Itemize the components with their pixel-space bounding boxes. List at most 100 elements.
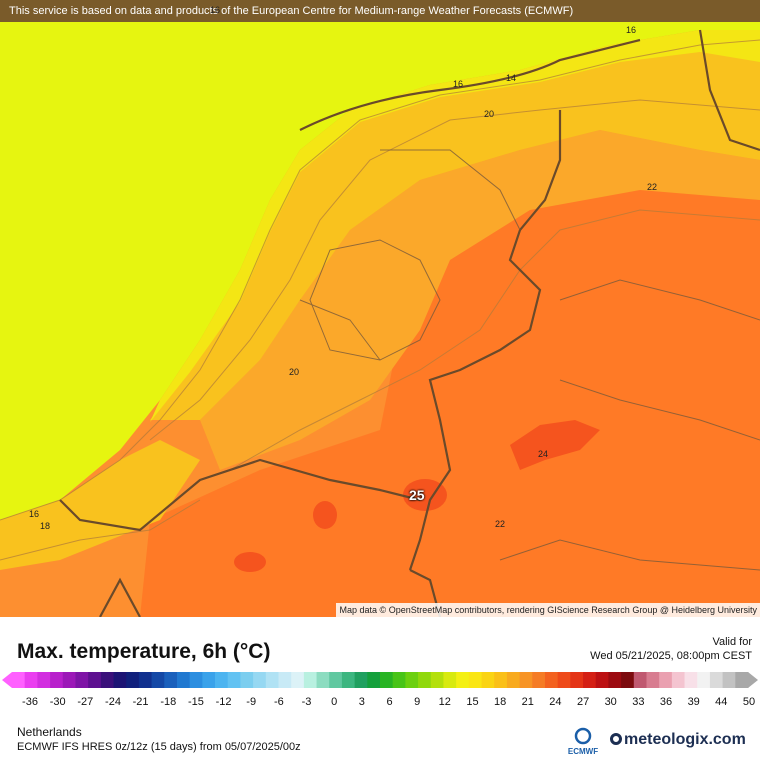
valid-time: Wed 05/21/2025, 08:00pm CEST <box>590 650 752 662</box>
legend-swatch <box>12 672 26 688</box>
legend-tick-label: 3 <box>358 696 365 708</box>
legend-tick-label: 24 <box>549 696 562 708</box>
legend-tick-label: -3 <box>301 696 312 708</box>
legend-swatch <box>113 672 127 688</box>
contour-label: 16 <box>453 79 464 89</box>
legend-swatch <box>621 672 635 688</box>
legend-swatch <box>532 672 546 688</box>
legend-tick-label: 6 <box>386 696 393 708</box>
ecmwf-logo[interactable]: ECMWF <box>560 727 606 757</box>
map-attribution[interactable]: Map data © OpenStreetMap contributors, r… <box>335 603 760 617</box>
legend-swatch <box>240 672 254 688</box>
legend-swatch <box>481 672 495 688</box>
legend-tick-label: -18 <box>160 696 177 708</box>
legend-swatch <box>37 672 51 688</box>
contour-label: 16 <box>210 5 221 15</box>
contour-label: 20 <box>289 367 300 377</box>
legend-swatch <box>329 672 343 688</box>
color-scale-legend <box>2 672 758 688</box>
valid-for-label: Valid for <box>712 636 752 648</box>
legend-swatch <box>126 672 140 688</box>
legend-tick-label: -24 <box>105 696 121 708</box>
legend-swatch <box>583 672 597 688</box>
legend-swatch <box>735 672 749 688</box>
legend-tick-label: -6 <box>274 696 284 708</box>
legend-tick-label: 30 <box>604 696 617 708</box>
legend-tick-label: 21 <box>521 696 534 708</box>
legend-swatch <box>468 672 482 688</box>
ecmwf-logo-text: ECMWF <box>568 747 598 756</box>
legend-swatch <box>608 672 622 688</box>
legend-swatch <box>189 672 203 688</box>
contour-label: 16 <box>626 25 637 35</box>
legend-swatch <box>75 672 89 688</box>
legend-tick-label: -15 <box>187 696 204 708</box>
legend-swatch <box>506 672 520 688</box>
weather-map[interactable]: This service is based on data and produc… <box>0 0 760 617</box>
legend-swatch <box>684 672 698 688</box>
meteologix-icon <box>610 733 622 745</box>
legend-tick-label: 50 <box>742 696 756 708</box>
legend-swatch <box>227 672 241 688</box>
max-value-label: 25 <box>409 487 425 503</box>
legend-swatch <box>354 672 368 688</box>
region-name: Netherlands <box>17 725 82 739</box>
legend-swatch <box>671 672 685 688</box>
legend-swatch <box>456 672 470 688</box>
legend-tick-label: 15 <box>466 696 479 708</box>
legend-swatch <box>494 672 508 688</box>
legend-swatch <box>380 672 394 688</box>
legend-tick-label: 18 <box>493 696 507 708</box>
legend-left-arrow <box>2 672 12 688</box>
legend-swatch <box>709 672 724 688</box>
legend-swatch <box>278 672 292 688</box>
legend-tick-label: 44 <box>715 696 728 708</box>
legend-tick-label: -36 <box>22 696 38 708</box>
legend-swatch <box>722 672 736 688</box>
legend-swatch <box>100 672 114 688</box>
legend-swatch <box>202 672 216 688</box>
brand-name: meteologix.com <box>624 731 746 748</box>
legend-swatch <box>570 672 584 688</box>
legend-tick-label: -12 <box>215 696 232 708</box>
legend-tick-label: -9 <box>246 696 257 708</box>
legend-swatch <box>418 672 432 688</box>
contour-label: 24 <box>538 449 549 459</box>
legend-tick-label: 36 <box>659 696 673 708</box>
temperature-field <box>0 0 760 617</box>
legend-right-arrow <box>748 672 758 688</box>
legend-swatch <box>544 672 559 688</box>
legend-swatch <box>253 672 267 688</box>
legend-swatch <box>633 672 647 688</box>
legend-swatch <box>405 672 419 688</box>
legend-tick-label: 39 <box>687 696 700 708</box>
legend-swatch <box>557 672 571 688</box>
legend-swatch <box>303 672 317 688</box>
legend-swatch <box>646 672 660 688</box>
legend-swatch <box>392 672 406 688</box>
legend-swatch <box>443 672 457 688</box>
legend-swatch <box>430 672 444 688</box>
legend-tick-label: 27 <box>576 696 590 708</box>
contour-label: 22 <box>647 182 658 192</box>
legend-swatch <box>62 672 76 688</box>
legend-swatch <box>50 672 64 688</box>
contour-label: 14 <box>506 73 517 83</box>
legend-tick-label: -27 <box>77 696 94 708</box>
legend-tick-label: 12 <box>438 696 451 708</box>
legend-swatch <box>88 672 102 688</box>
page-title: Max. temperature, 6h (°C) <box>17 640 271 663</box>
legend-swatch <box>164 672 178 688</box>
legend-tick-label: -21 <box>132 696 149 708</box>
legend-tick-label: 33 <box>632 696 645 708</box>
contour-label: 20 <box>484 109 495 119</box>
legend-swatch <box>176 672 191 688</box>
contour-label: 22 <box>495 519 506 529</box>
legend-swatch <box>265 672 279 688</box>
legend-tick-label: 0 <box>331 696 338 708</box>
legend-swatch <box>316 672 330 688</box>
legend-swatch <box>595 672 609 688</box>
model-info: ECMWF IFS HRES 0z/12z (15 days) from 05/… <box>17 741 301 753</box>
legend-tick-label: 9 <box>414 696 421 708</box>
meteologix-logo[interactable]: meteologix.com <box>610 731 746 749</box>
